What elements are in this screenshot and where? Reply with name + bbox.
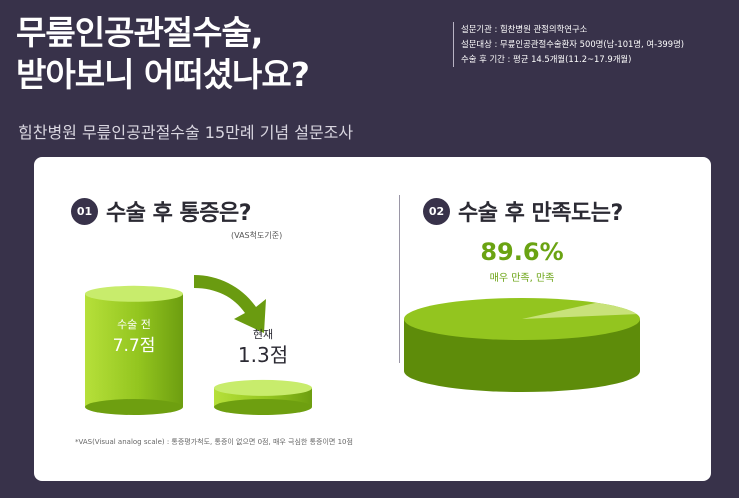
satisfaction-percent-label: 89.6% — [480, 238, 563, 266]
bar-current-category-label: 현재 — [253, 328, 273, 341]
bar-current-top — [214, 379, 312, 396]
question-2-header: 02 수술 후 만족도는? — [423, 195, 623, 227]
question-1-title: 수술 후 통증은? — [106, 201, 252, 226]
bar-current-base — [214, 399, 312, 415]
pie-slice-other — [522, 302, 637, 319]
bar-before-value-label: 7.7점 — [113, 336, 156, 356]
bar-before-category-label: 수술 전 — [117, 318, 151, 331]
bar-before-surgery-top — [85, 285, 183, 302]
survey-info-target: 설문대상 : 무릎인공관절수술환자 500명(남-101명, 여-399명) — [461, 39, 685, 49]
question-2-number: 02 — [423, 197, 450, 225]
page-title: 무릎인공관절수술, 받아보니 어떠셨나요? — [16, 12, 310, 96]
title-line-1: 무릎인공관절수술, — [16, 13, 263, 52]
bar-before-surgery — [85, 293, 183, 407]
question-2-title: 수술 후 만족도는? — [458, 201, 623, 226]
question-1-header: 01 수술 후 통증은? — [71, 195, 252, 227]
decrease-arrow — [194, 275, 266, 333]
bar-before-surgery-base — [85, 399, 183, 415]
pie-side — [404, 319, 640, 392]
question-1-number: 01 — [71, 197, 98, 225]
satisfaction-caption: 매우 만족, 만족 — [490, 272, 555, 284]
section-divider — [399, 195, 400, 363]
survey-info: 설문기관 : 힘찬병원 관절의학연구소 설문대상 : 무릎인공관절수술환자 50… — [453, 22, 684, 67]
vas-note: (VAS척도기준) — [231, 231, 283, 240]
charts-svg: 수술 전 7.7점 현재 1.3점 89.6% 매우 만족, 만족 — [85, 238, 640, 415]
page-subtitle: 힘찬병원 무릎인공관절수술 15만례 기념 설문조사 — [18, 123, 354, 142]
results-card: 01 수술 후 통증은? (VAS척도기준) 02 수술 후 만족도는? 수술 … — [34, 157, 711, 481]
survey-info-org: 설문기관 : 힘찬병원 관절의학연구소 — [461, 24, 588, 34]
title-line-2: 받아보니 어떠셨나요? — [16, 55, 310, 94]
footnote: *VAS(Visual analog scale) : 통증평가척도, 통증이 … — [75, 438, 353, 446]
bar-current-value-label: 1.3점 — [238, 343, 288, 367]
survey-info-period: 수술 후 기간 : 평균 14.5개월(11.2~17.9개월) — [461, 54, 632, 64]
